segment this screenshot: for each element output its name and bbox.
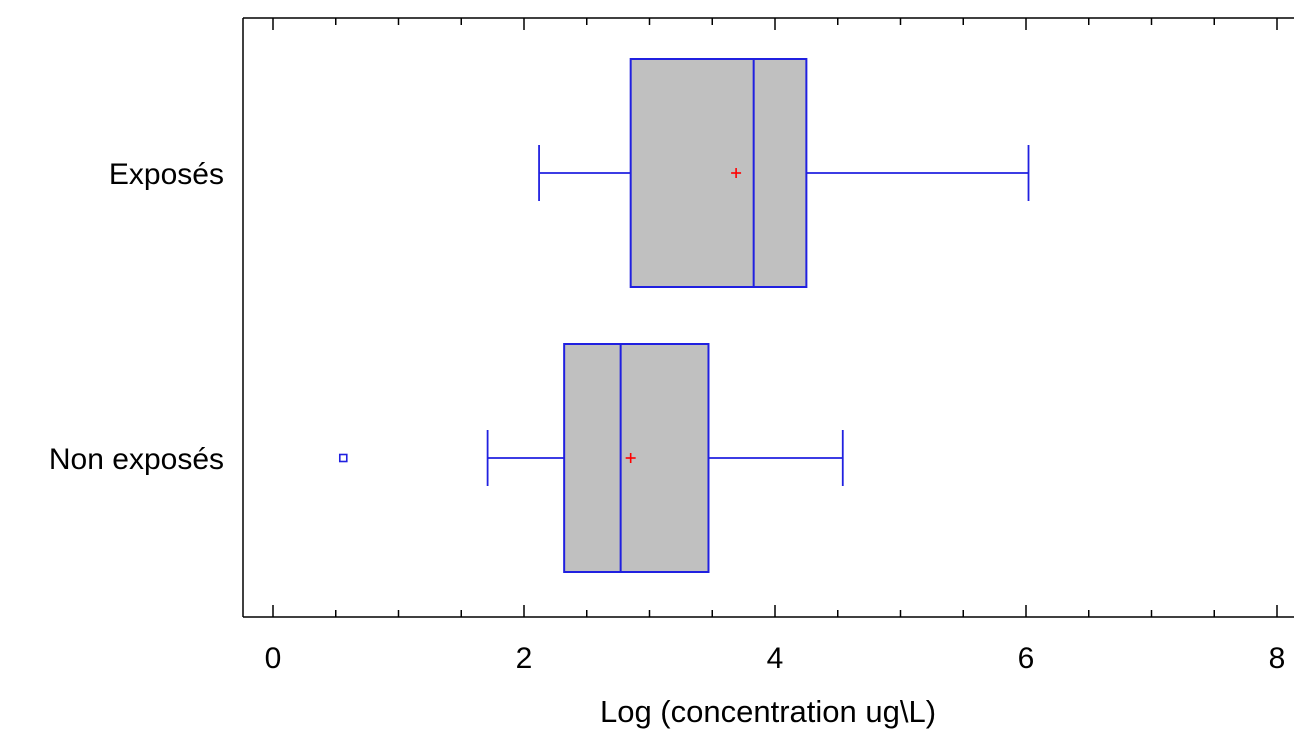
x-axis-ticks: 0 2 4 6 8 <box>265 18 1286 675</box>
category-label: Non exposés <box>49 443 224 476</box>
box-series <box>338 58 1030 573</box>
iqr-box <box>563 343 710 573</box>
x-tick-label: 4 <box>767 642 784 675</box>
x-tick-label: 2 <box>516 642 533 675</box>
x-tick-label: 0 <box>265 642 282 675</box>
x-tick-label: 8 <box>1269 642 1286 675</box>
category-labels: Exposés Non exposés <box>49 158 224 476</box>
box-group <box>538 58 1030 288</box>
iqr-box <box>629 58 808 288</box>
plot-frame <box>242 17 1294 618</box>
category-label: Exposés <box>109 158 224 191</box>
outlier-point <box>338 453 348 463</box>
box-group <box>338 343 844 573</box>
x-axis-title: Log (concentration ug\L) <box>600 694 936 729</box>
x-tick-label: 6 <box>1018 642 1035 675</box>
